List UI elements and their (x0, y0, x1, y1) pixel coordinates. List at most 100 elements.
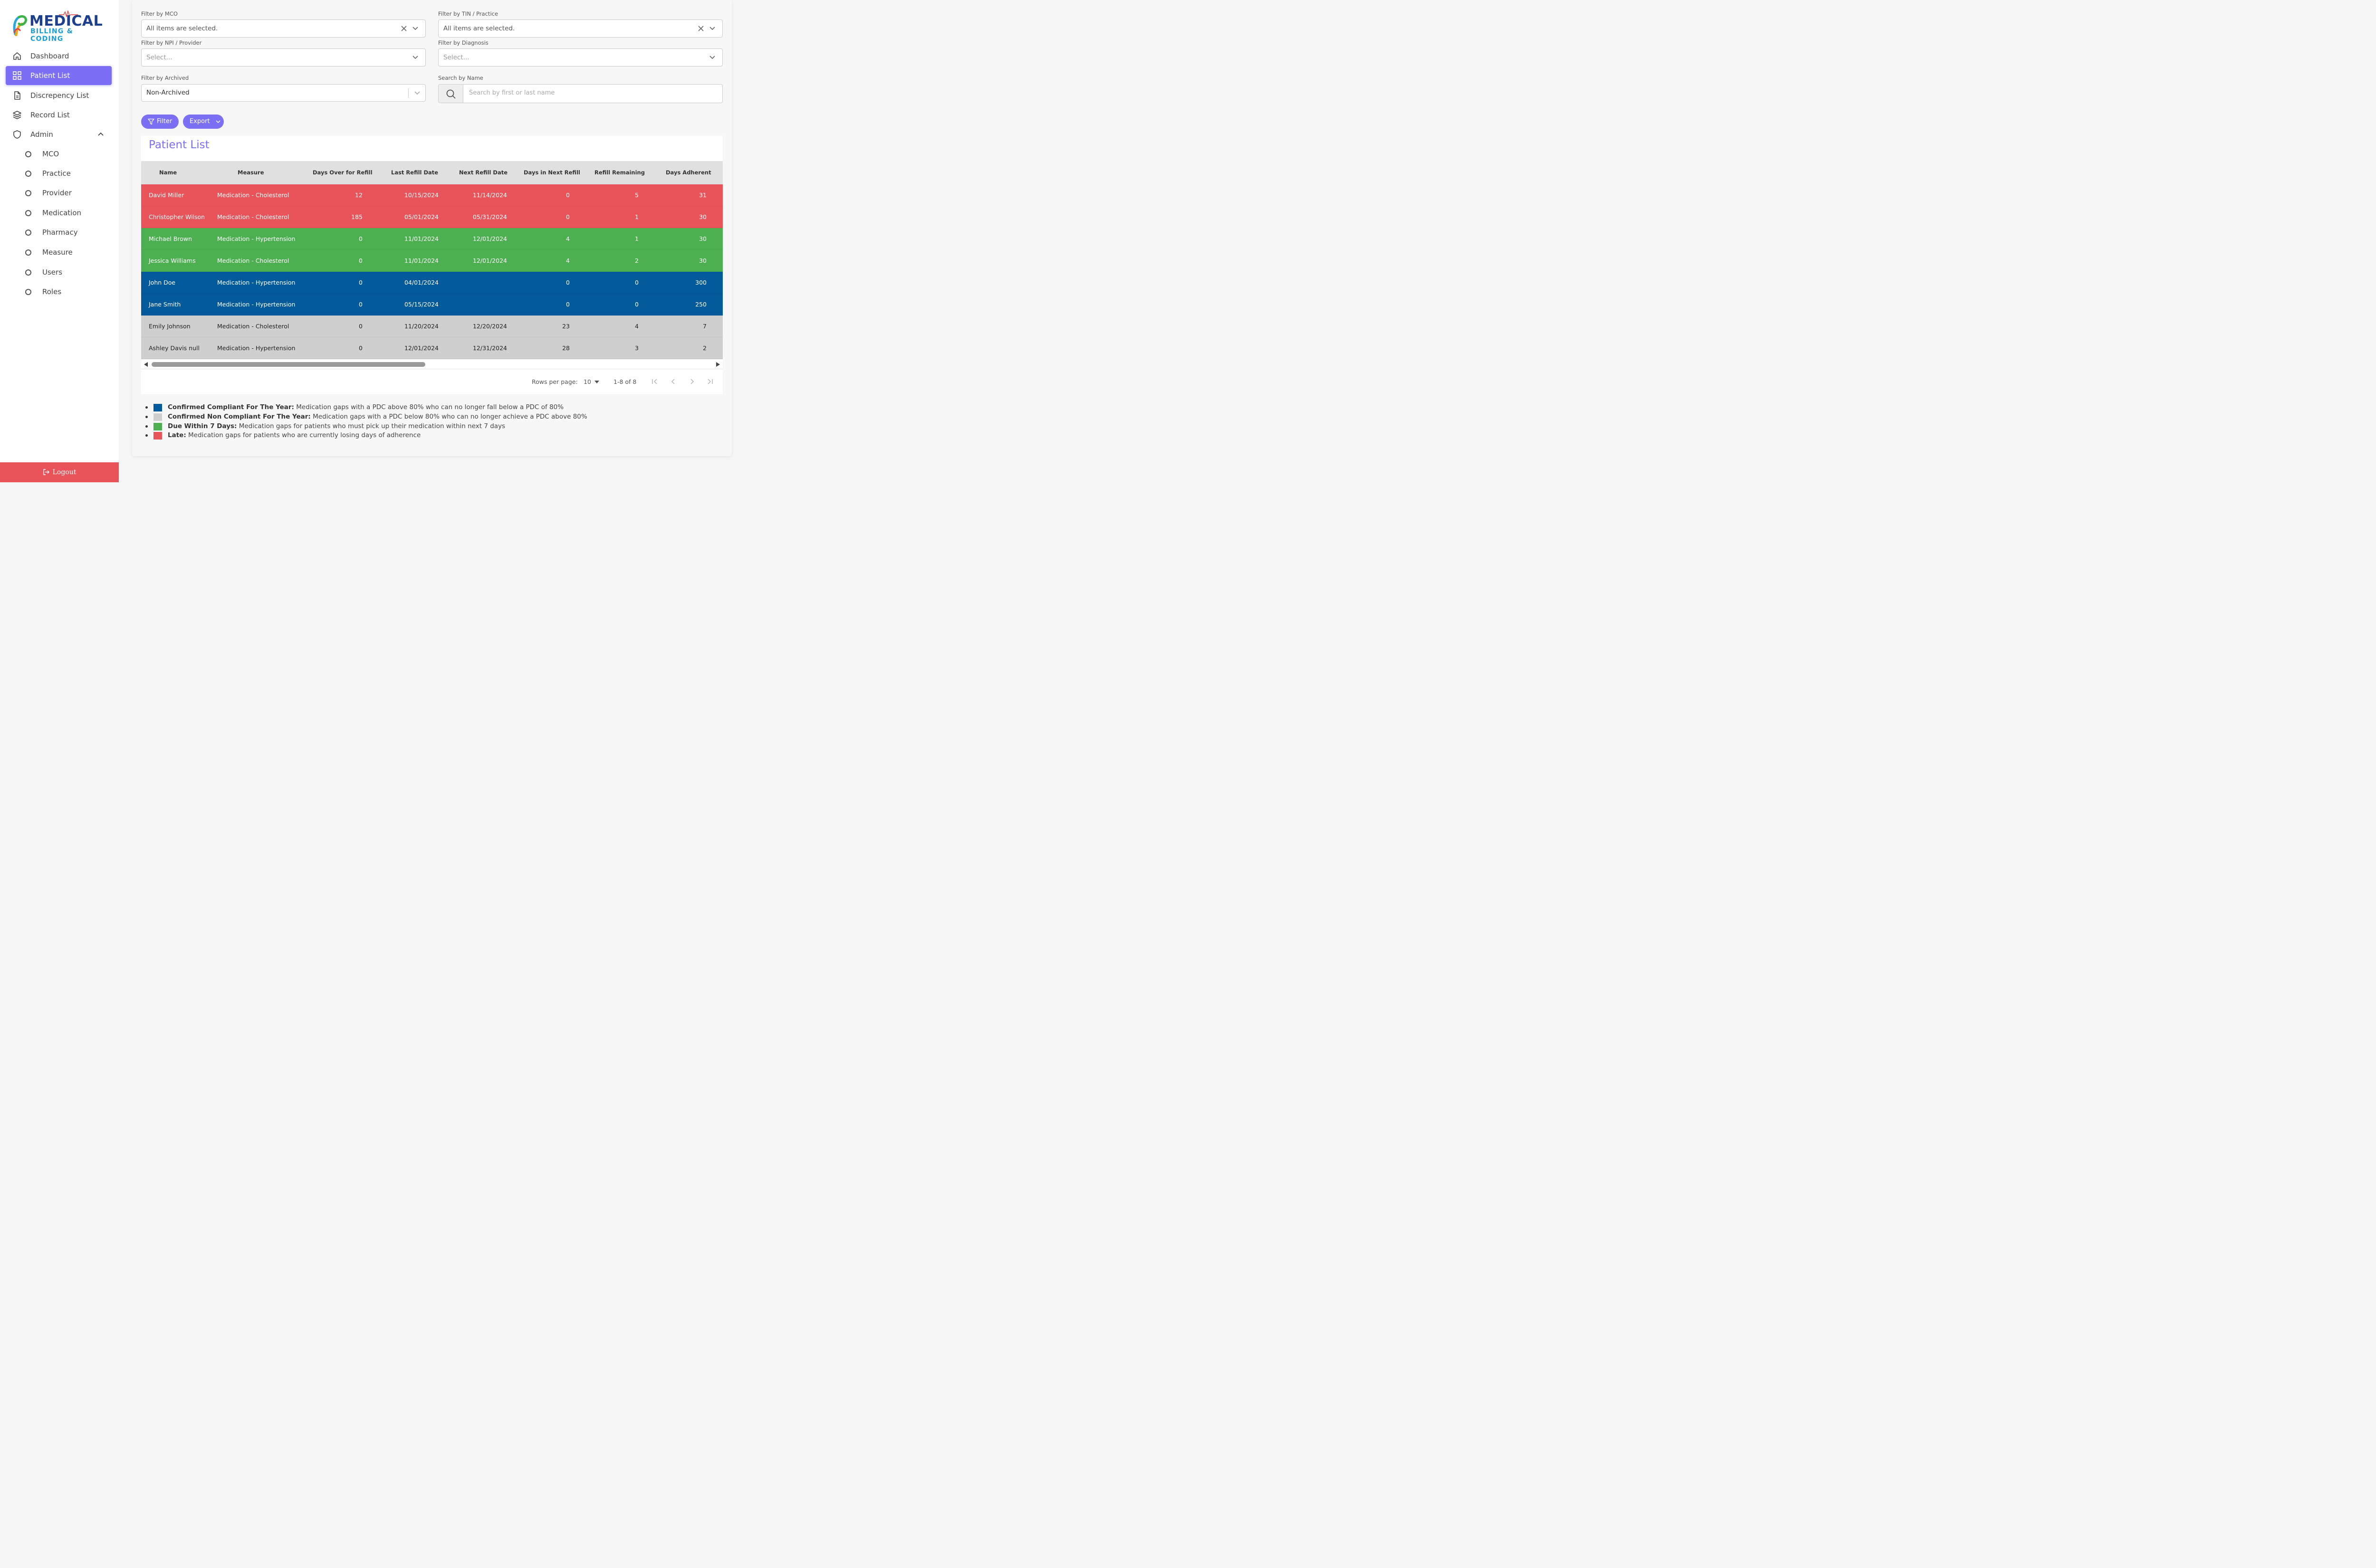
table-cell: Christopher Wilson (149, 213, 205, 220)
col-header-next-refill[interactable]: Next Refill Date (459, 169, 508, 176)
table-cell: 11/01/2024 (404, 257, 439, 264)
table-row[interactable]: Emily Johnson Medication - Cholesterol 0 11… (141, 316, 723, 337)
legend-title: Late: (168, 431, 186, 439)
table-cell: 11/20/2024 (404, 323, 439, 330)
table-cell: Medication - Cholesterol (217, 213, 289, 220)
filter-tin-select[interactable]: All items are selected. (438, 19, 723, 38)
table-row[interactable]: Jane Smith Medication - Hypertension 0 05/1… (141, 294, 723, 316)
nav-item-patient-list[interactable]: Patient List (6, 66, 112, 85)
table-row[interactable]: David Miller Medication - Cholesterol 12 10… (141, 184, 723, 206)
filter-mco-select[interactable]: All items are selected. (141, 19, 426, 38)
chevron-down-icon[interactable] (414, 91, 421, 96)
main-card: Filter by MCO All items are selected. Fi… (132, 0, 732, 456)
filter-archived-select[interactable]: Non-Archived (141, 84, 426, 102)
table-cell: Medication - Hypertension (217, 344, 296, 352)
table-cell: Jessica Williams (149, 257, 196, 264)
table-row[interactable]: Ashley Davis null Medication - Hypertensi… (141, 337, 723, 359)
table-cell: 3 (635, 344, 639, 352)
grid-icon (13, 71, 21, 80)
table-cell: David Miller (149, 191, 184, 199)
nav-item-admin[interactable]: Admin (6, 125, 112, 144)
table-cell: Medication - Cholesterol (217, 323, 289, 330)
nav-item-discrepency-list[interactable]: Discrepency List (6, 86, 112, 105)
clear-icon[interactable] (401, 25, 407, 32)
table-cell: 0 (359, 279, 363, 286)
export-button-label: Export (190, 118, 210, 125)
table-cell: Michael Brown (149, 235, 192, 242)
chevron-down-icon[interactable] (412, 26, 419, 31)
col-header-last-refill[interactable]: Last Refill Date (391, 169, 439, 176)
prev-page-icon[interactable] (670, 378, 677, 385)
filter-button[interactable]: Filter (141, 115, 179, 129)
filter-npi-select[interactable]: Select... (141, 48, 426, 67)
col-header-refill-remaining[interactable]: Refill Remaining (594, 169, 645, 176)
bullet (145, 425, 148, 428)
table-cell: Medication - Hypertension (217, 301, 296, 308)
filter-diagnosis-placeholder: Select... (443, 54, 469, 61)
table-row[interactable]: Christopher Wilson Medication - Cholester… (141, 206, 723, 228)
table-cell: Medication - Cholesterol (217, 257, 289, 264)
table-cell: 4 (566, 257, 570, 264)
table-title: Patient List (149, 139, 210, 151)
filter-archived-value: Non-Archived (146, 89, 190, 96)
filter-archived-label: Filter by Archived (141, 75, 189, 81)
rows-per-page-select[interactable]: 10 (584, 378, 591, 385)
table-cell: 31 (699, 191, 707, 199)
table-row[interactable]: Jessica Williams Medication - Cholesterol… (141, 250, 723, 272)
nav-label: Admin (30, 130, 53, 139)
clear-icon[interactable] (698, 25, 704, 32)
next-page-icon[interactable] (688, 378, 696, 385)
table-row[interactable]: Michael Brown Medication - Hypertension 0 1… (141, 228, 723, 250)
first-page-icon[interactable] (651, 378, 659, 385)
table-row[interactable]: John Doe Medication - Hypertension 0 04/01/… (141, 272, 723, 294)
search-box (438, 84, 723, 103)
table-cell: 30 (699, 235, 707, 242)
col-header-measure[interactable]: Measure (238, 169, 264, 176)
col-header-days-over[interactable]: Days Over for Refill (313, 169, 373, 176)
logout-label: Logout (52, 468, 77, 476)
chevron-down-icon[interactable] (709, 26, 716, 31)
nav-item-record-list[interactable]: Record List (6, 105, 112, 124)
brand-logo[interactable]: MEDICAL BILLING & CODING (12, 10, 107, 43)
logout-button[interactable]: Logout (0, 462, 119, 482)
chevron-down-icon[interactable] (412, 55, 419, 60)
scroll-left-icon[interactable] (144, 362, 148, 367)
search-label: Search by Name (438, 75, 483, 81)
nav-item-dashboard[interactable]: Dashboard (6, 47, 112, 66)
filter-npi-label: Filter by NPI / Provider (141, 39, 202, 46)
circle-icon (25, 229, 31, 236)
filter-diagnosis-label: Filter by Diagnosis (438, 39, 489, 46)
table-cell: Medication - Cholesterol (217, 191, 289, 199)
legend-title: Due Within 7 Days: (168, 422, 237, 430)
col-header-name[interactable]: Name (159, 169, 177, 176)
col-header-days-next[interactable]: Days in Next Refill (524, 169, 580, 176)
caret-down-icon[interactable] (594, 381, 599, 383)
search-icon (446, 89, 456, 99)
chevron-down-icon[interactable] (709, 55, 716, 60)
bullet (145, 416, 148, 418)
last-page-icon[interactable] (706, 378, 714, 385)
export-button[interactable]: Export (183, 115, 224, 129)
bullet (145, 434, 148, 437)
rows-per-page-label: Rows per page: (532, 378, 578, 385)
circle-icon (25, 249, 31, 256)
table-cell: 1 (635, 235, 639, 242)
filter-diagnosis-select[interactable]: Select... (438, 48, 723, 67)
table-cell: 04/01/2024 (404, 279, 439, 286)
pagination: Rows per page: 10 1-8 of 8 (141, 369, 723, 394)
sidebar: MEDICAL BILLING & CODING Dashboard Patie… (0, 0, 119, 482)
table-cell: 30 (699, 257, 707, 264)
horizontal-scrollbar[interactable] (141, 361, 723, 368)
patient-table-panel: Patient List Name Measure Days Over for … (141, 136, 723, 394)
table-cell: 250 (695, 301, 707, 308)
scrollbar-thumb[interactable] (152, 362, 425, 367)
circle-icon (25, 171, 31, 177)
search-addon[interactable] (439, 85, 463, 103)
legend-text: Medication gaps for patients who are cur… (188, 431, 421, 439)
search-input[interactable] (469, 89, 707, 96)
brand-subtitle: BILLING & CODING (30, 28, 74, 43)
table-cell: 30 (699, 213, 707, 220)
scroll-right-icon[interactable] (716, 362, 720, 367)
col-header-days-adherent[interactable]: Days Adherent (666, 169, 711, 176)
table-cell: 05/01/2024 (404, 213, 439, 220)
